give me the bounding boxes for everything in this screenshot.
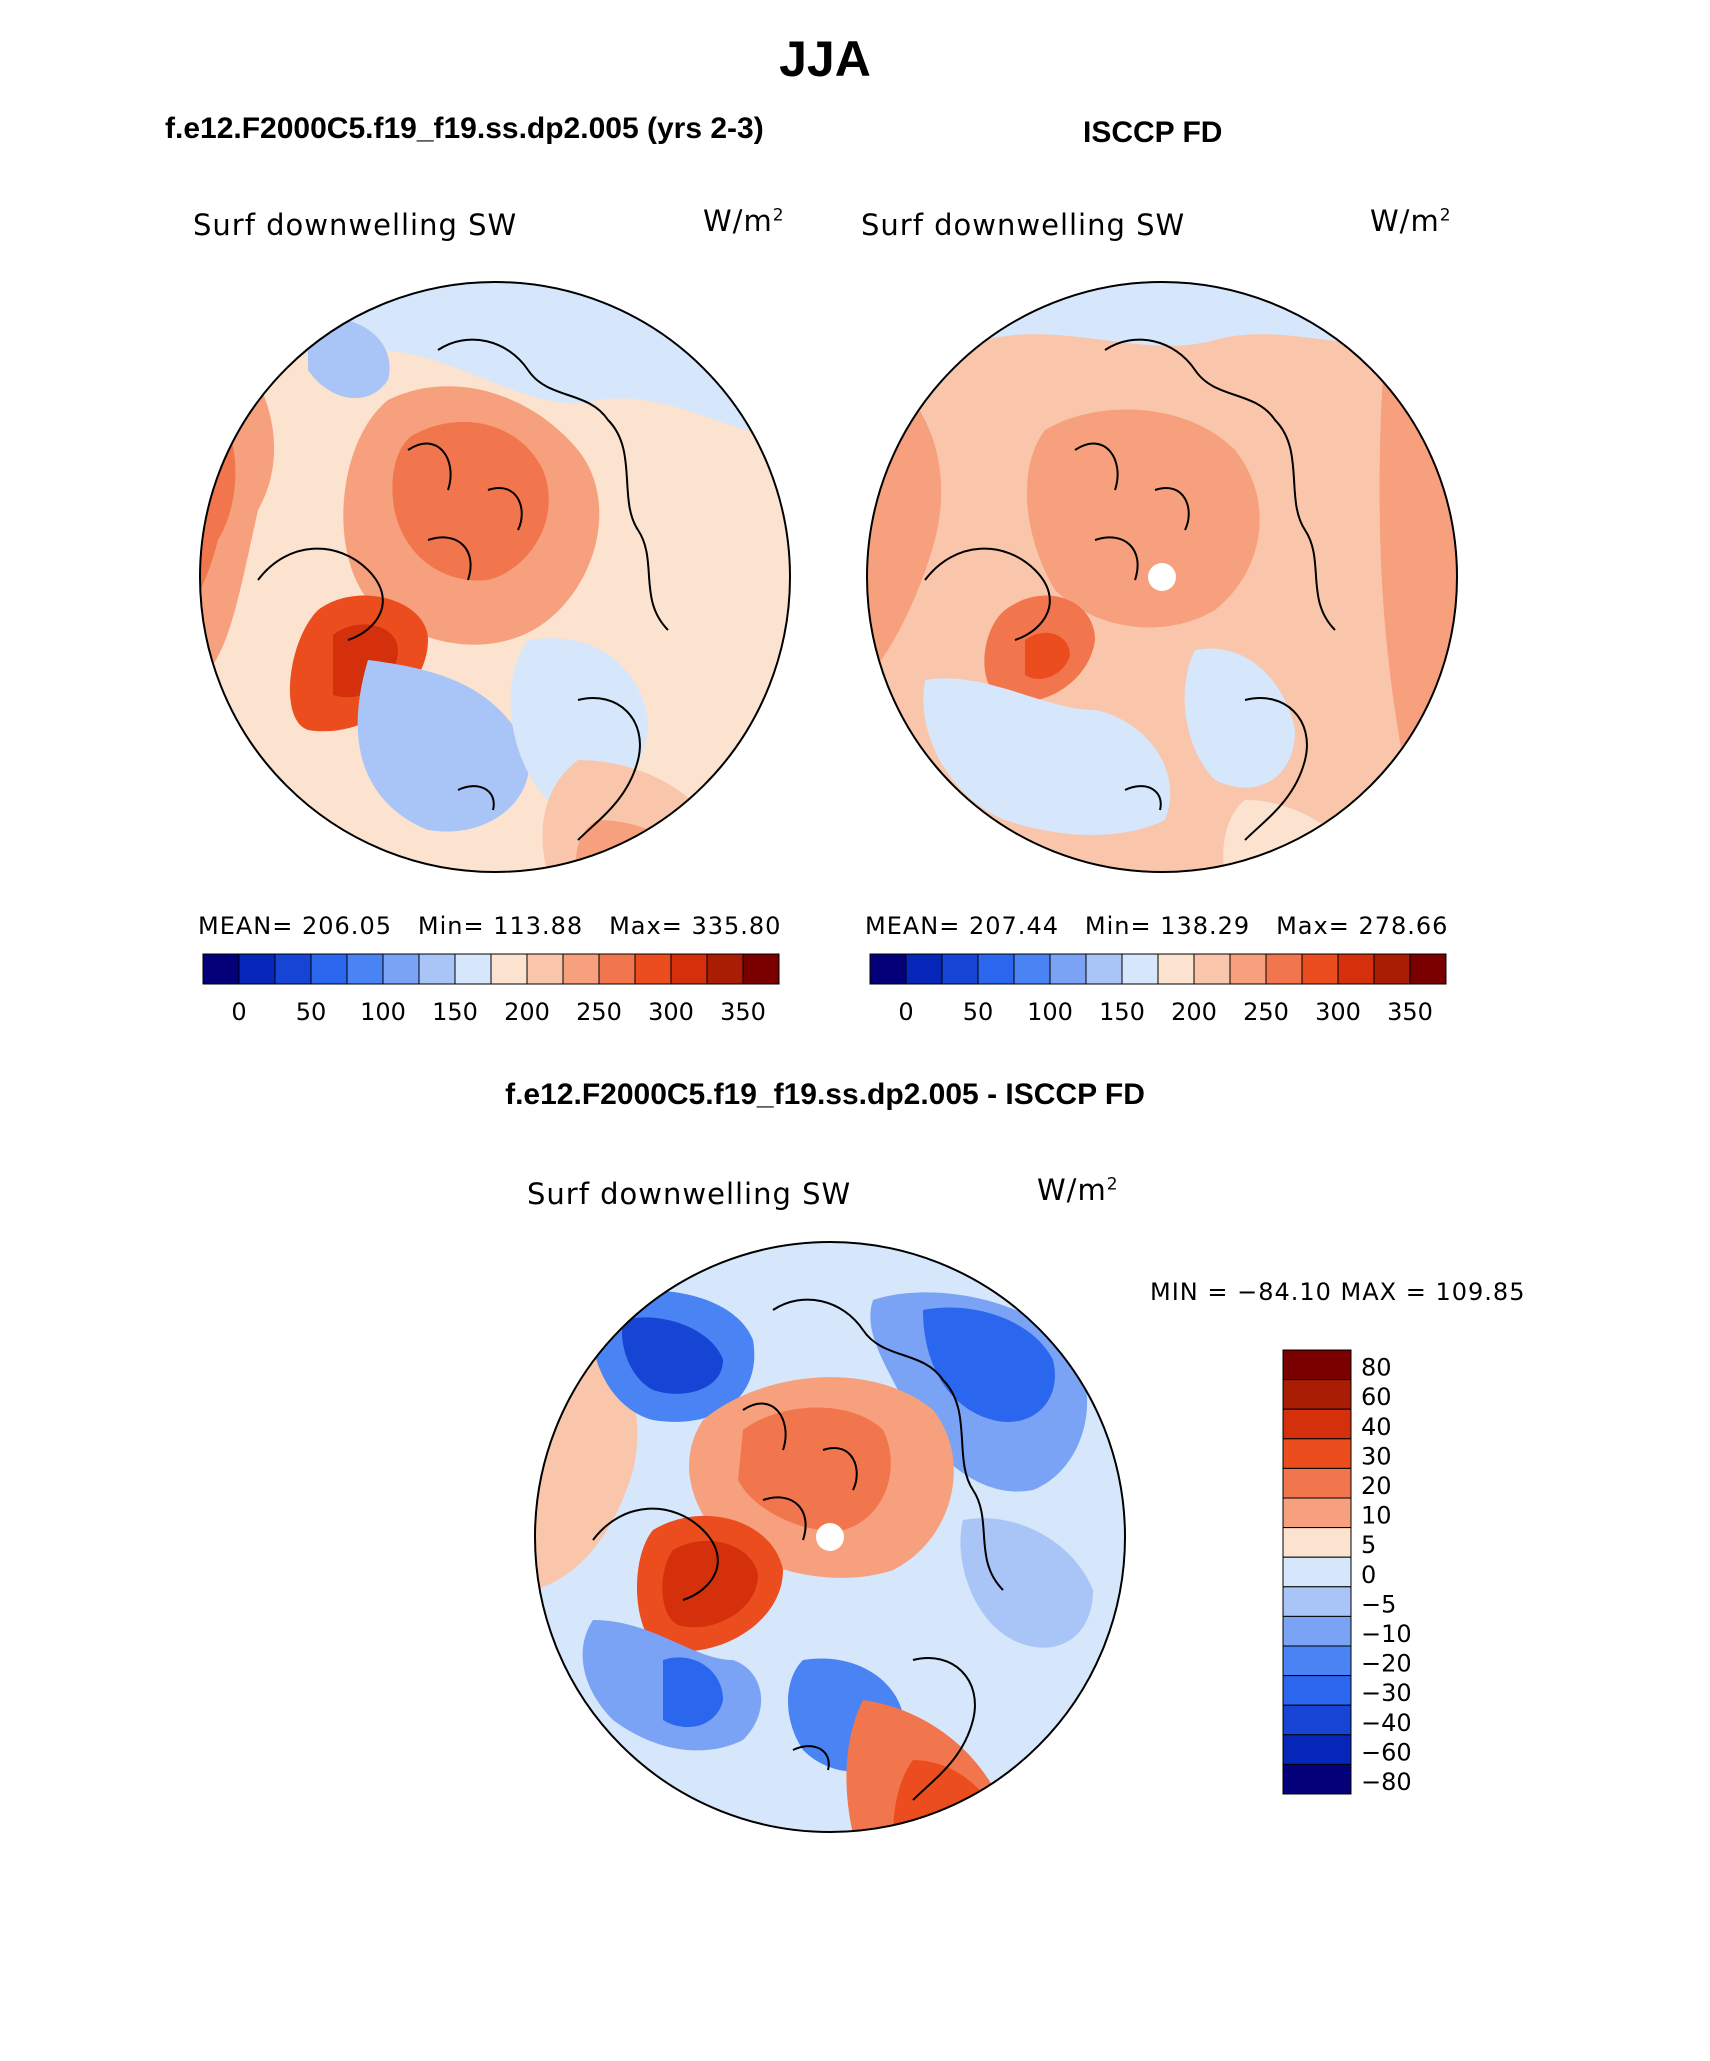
obs-colorbar-swatch (941, 953, 979, 985)
obs-colorbar-swatch (977, 953, 1015, 985)
obs-colorbar-swatch (1337, 953, 1375, 985)
obs-colorbar-tick-label: 100 (1027, 998, 1073, 1026)
obs-stats: MEAN= 207.44 Min= 138.29 Max= 278.66 (865, 912, 1449, 940)
diff-colorbar-swatch (1282, 1763, 1352, 1795)
obs-colorbar-tick-label: 0 (898, 998, 913, 1026)
model-colorbar-tick-label: 100 (360, 998, 406, 1026)
obs-colorbar-swatch (1049, 953, 1087, 985)
season-title: JJA (779, 31, 871, 87)
model-colorbar-swatch (490, 953, 528, 985)
model-colorbar-tick-label: 200 (504, 998, 550, 1026)
model-colorbar-swatch (634, 953, 672, 985)
obs-colorbar-swatch (1301, 953, 1339, 985)
diff-colorbar-tick-label: 20 (1361, 1472, 1392, 1500)
obs-colorbar-tick-label: 50 (963, 998, 994, 1026)
model-polar-map (199, 281, 791, 873)
diff-colorbar-swatch (1282, 1556, 1352, 1588)
obs-colorbar-swatch (1265, 953, 1303, 985)
diff-variable-label: Surf downwelling SW (527, 1177, 852, 1211)
diff-colorbar-tick-label: 40 (1361, 1413, 1392, 1441)
diff-colorbar-tick-label: 0 (1361, 1561, 1376, 1589)
model-colorbar-swatch (310, 953, 348, 985)
model-colorbar-tick-label: 150 (432, 998, 478, 1026)
model-colorbar-swatch (202, 953, 240, 985)
model-colorbar-tick-label: 350 (720, 998, 766, 1026)
obs-colorbar-swatch (869, 953, 907, 985)
obs-colorbar: 0 50 100 150 200 250 300 350 (869, 953, 1447, 1026)
diff-colorbar-tick-label: −80 (1361, 1768, 1412, 1796)
obs-colorbar-tick-label: 250 (1243, 998, 1289, 1026)
obs-colorbar-swatch (1409, 953, 1447, 985)
diff-colorbar-tick-label: 30 (1361, 1442, 1392, 1470)
diff-colorbar-tick-label: −5 (1361, 1590, 1396, 1618)
model-colorbar-swatch (418, 953, 456, 985)
diff-colorbar-swatch (1282, 1734, 1352, 1765)
diff-colorbar-tick-label: −30 (1361, 1679, 1412, 1707)
model-colorbar-swatch (238, 953, 276, 985)
model-colorbar-swatch (562, 953, 600, 985)
diff-colorbar-swatch (1282, 1497, 1352, 1529)
diff-colorbar-tick-label: 5 (1361, 1531, 1376, 1559)
obs-colorbar-tick-label: 200 (1171, 998, 1217, 1026)
diff-colorbar-swatch (1282, 1379, 1352, 1410)
diff-colorbar-swatch (1282, 1675, 1352, 1706)
diff-colorbar-tick-label: −10 (1361, 1620, 1412, 1648)
model-units-label: W/m2 (703, 204, 785, 238)
model-colorbar-swatch (670, 953, 708, 985)
obs-colorbar-swatch (1013, 953, 1051, 985)
diff-colorbar-swatch (1282, 1438, 1352, 1469)
model-colorbar-tick-label: 300 (648, 998, 694, 1026)
diff-colorbar-swatch (1282, 1586, 1352, 1617)
obs-units-label: W/m2 (1370, 204, 1452, 238)
obs-colorbar-tick-label: 350 (1387, 998, 1433, 1026)
diff-colorbar-tick-label: −20 (1361, 1650, 1412, 1678)
obs-colorbar-swatch (905, 953, 943, 985)
model-colorbar-swatch (346, 953, 384, 985)
diff-units-label: W/m2 (1037, 1173, 1119, 1207)
diff-colorbar-tick-label: 10 (1361, 1502, 1392, 1530)
diff-colorbar-swatch (1282, 1467, 1352, 1499)
difference-polar-map (534, 1241, 1126, 1833)
diff-colorbar-swatch (1282, 1704, 1352, 1736)
model-colorbar-swatch (742, 953, 780, 985)
obs-title: ISCCP FD (1083, 116, 1223, 149)
model-colorbar-swatch (274, 953, 312, 985)
obs-colorbar-swatch (1085, 953, 1123, 985)
model-colorbar: 0 50 100 150 200 250 300 350 (202, 953, 780, 1026)
obs-colorbar-tick-label: 300 (1315, 998, 1361, 1026)
model-colorbar-swatch (382, 953, 420, 985)
obs-colorbar-tick-label: 150 (1099, 998, 1145, 1026)
diff-colorbar-swatch (1282, 1527, 1352, 1558)
obs-colorbar-swatch (1373, 953, 1411, 985)
obs-variable-label: Surf downwelling SW (861, 208, 1186, 242)
model-stats: MEAN= 206.05 Min= 113.88 Max= 335.80 (198, 912, 782, 940)
diff-colorbar-tick-label: −40 (1361, 1709, 1412, 1737)
obs-colorbar-swatch (1229, 953, 1267, 985)
model-case-title: f.e12.F2000C5.f19_f19.ss.dp2.005 (yrs 2-… (165, 112, 764, 145)
diff-colorbar-tick-label: −60 (1361, 1738, 1412, 1766)
diff-colorbar-swatch (1282, 1615, 1352, 1647)
diff-colorbar-swatch (1282, 1349, 1352, 1381)
diff-minmax: MIN = −84.10 MAX = 109.85 (1150, 1278, 1526, 1306)
obs-colorbar-swatch (1157, 953, 1195, 985)
diff-colorbar-swatch (1282, 1408, 1352, 1440)
diff-title: f.e12.F2000C5.f19_f19.ss.dp2.005 - ISCCP… (505, 1078, 1145, 1111)
obs-polar-map (866, 281, 1458, 873)
model-colorbar-swatch (526, 953, 564, 985)
model-colorbar-tick-label: 50 (296, 998, 327, 1026)
obs-colorbar-swatch (1121, 953, 1159, 985)
model-variable-label: Surf downwelling SW (193, 208, 518, 242)
diff-colorbar-tick-label: 80 (1361, 1354, 1392, 1382)
obs-colorbar-swatch (1193, 953, 1231, 985)
diff-colorbar-tick-label: 60 (1361, 1383, 1392, 1411)
diff-colorbar-swatch (1282, 1645, 1352, 1677)
model-colorbar-tick-label: 250 (576, 998, 622, 1026)
model-colorbar-tick-label: 0 (231, 998, 246, 1026)
model-colorbar-swatch (454, 953, 492, 985)
model-colorbar-swatch (706, 953, 744, 985)
model-colorbar-swatch (598, 953, 636, 985)
